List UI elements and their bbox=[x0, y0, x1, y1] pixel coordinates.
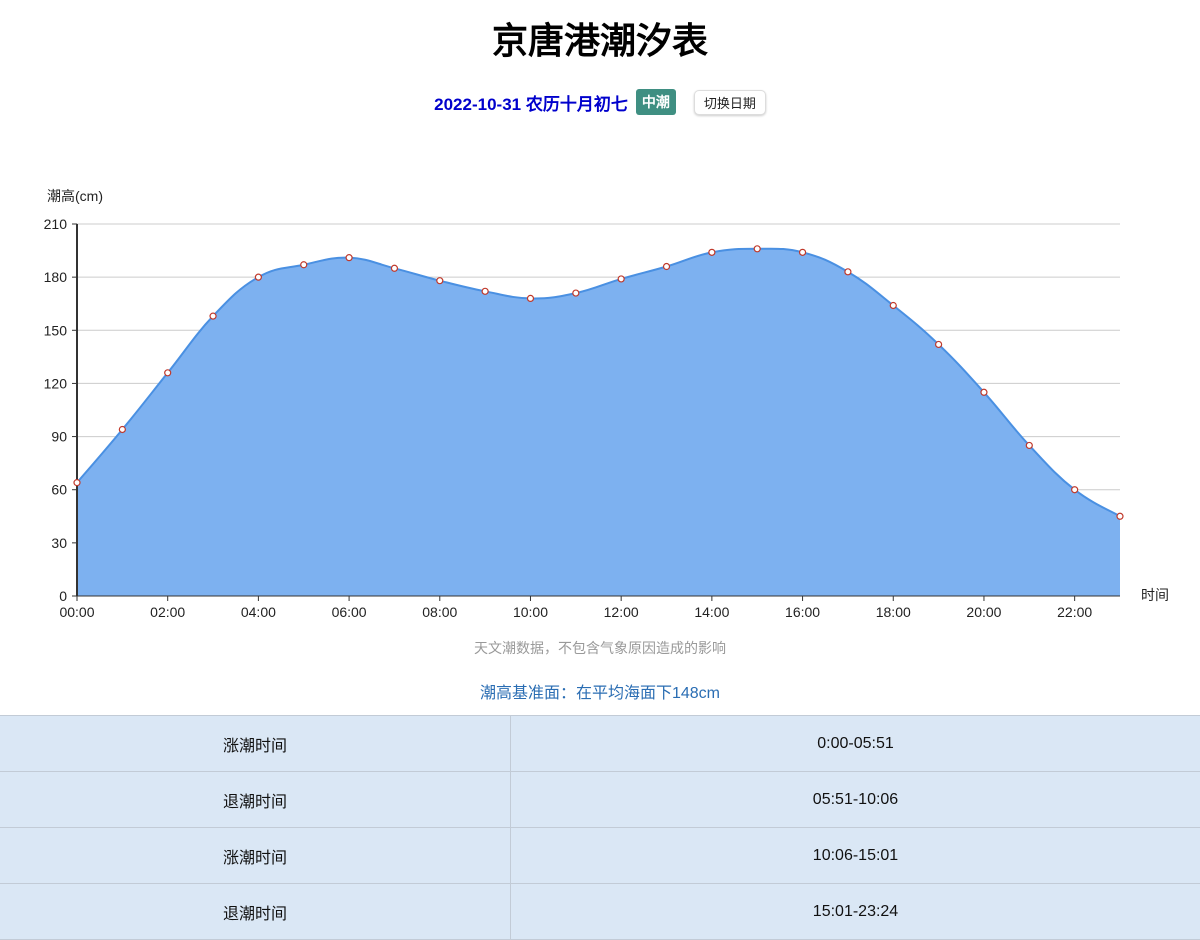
x-tick-label: 18:00 bbox=[876, 604, 911, 620]
x-tick-label: 00:00 bbox=[59, 604, 94, 620]
data-point bbox=[346, 255, 352, 261]
data-point bbox=[981, 389, 987, 395]
data-point bbox=[845, 269, 851, 275]
data-point bbox=[255, 274, 261, 280]
y-tick-label: 150 bbox=[44, 322, 68, 338]
data-point bbox=[119, 426, 125, 432]
x-tick-label: 16:00 bbox=[785, 604, 820, 620]
data-point bbox=[709, 249, 715, 255]
chart-note: 天文潮数据，不包含气象原因造成的影响 bbox=[0, 638, 1200, 658]
x-tick-label: 10:00 bbox=[513, 604, 548, 620]
y-axis-label: 潮高(cm) bbox=[47, 188, 103, 204]
cell-value: 10:06-15:01 bbox=[511, 828, 1200, 884]
x-tick-label: 06:00 bbox=[332, 604, 367, 620]
cell-label: 退潮时间 bbox=[0, 772, 511, 828]
cell-value: 05:51-10:06 bbox=[511, 772, 1200, 828]
x-axis-label: 时间 bbox=[1141, 587, 1169, 603]
y-tick-label: 60 bbox=[51, 482, 67, 498]
data-point bbox=[1117, 513, 1123, 519]
data-point bbox=[437, 278, 443, 284]
data-point bbox=[618, 276, 624, 282]
x-tick-label: 20:00 bbox=[966, 604, 1001, 620]
x-tick-label: 04:00 bbox=[241, 604, 276, 620]
cell-value: 15:01-23:24 bbox=[511, 884, 1200, 940]
y-tick-label: 0 bbox=[59, 588, 67, 604]
data-point bbox=[890, 302, 896, 308]
data-point bbox=[936, 341, 942, 347]
y-tick-label: 30 bbox=[51, 535, 67, 551]
data-point bbox=[1026, 442, 1032, 448]
tide-datum: 潮高基准面：在平均海面下148cm bbox=[0, 679, 1200, 703]
cell-value: 0:00-05:51 bbox=[511, 716, 1200, 772]
y-tick-label: 210 bbox=[44, 216, 68, 232]
data-point bbox=[1072, 487, 1078, 493]
data-point bbox=[210, 313, 216, 319]
y-tick-label: 90 bbox=[51, 429, 67, 445]
data-point bbox=[165, 370, 171, 376]
cell-label: 涨潮时间 bbox=[0, 716, 511, 772]
x-tick-label: 02:00 bbox=[150, 604, 185, 620]
x-tick-label: 14:00 bbox=[694, 604, 729, 620]
data-point bbox=[74, 480, 80, 486]
x-tick-label: 08:00 bbox=[422, 604, 457, 620]
y-tick-label: 120 bbox=[44, 375, 68, 391]
x-tick-label: 22:00 bbox=[1057, 604, 1092, 620]
x-tick-label: 12:00 bbox=[604, 604, 639, 620]
y-tick-label: 180 bbox=[44, 269, 68, 285]
cell-label: 退潮时间 bbox=[0, 884, 511, 940]
data-point bbox=[527, 295, 533, 301]
data-point bbox=[754, 246, 760, 252]
tide-area bbox=[77, 249, 1120, 596]
tide-chart: 潮高(cm) 时间 0 30 60 90 120 150 180 210 00:00 02:00 0… bbox=[0, 0, 1200, 630]
data-point bbox=[800, 249, 806, 255]
data-point bbox=[482, 288, 488, 294]
cell-label: 涨潮时间 bbox=[0, 828, 511, 884]
data-point bbox=[664, 264, 670, 270]
data-point bbox=[573, 290, 579, 296]
data-point bbox=[301, 262, 307, 268]
data-point bbox=[391, 265, 397, 271]
